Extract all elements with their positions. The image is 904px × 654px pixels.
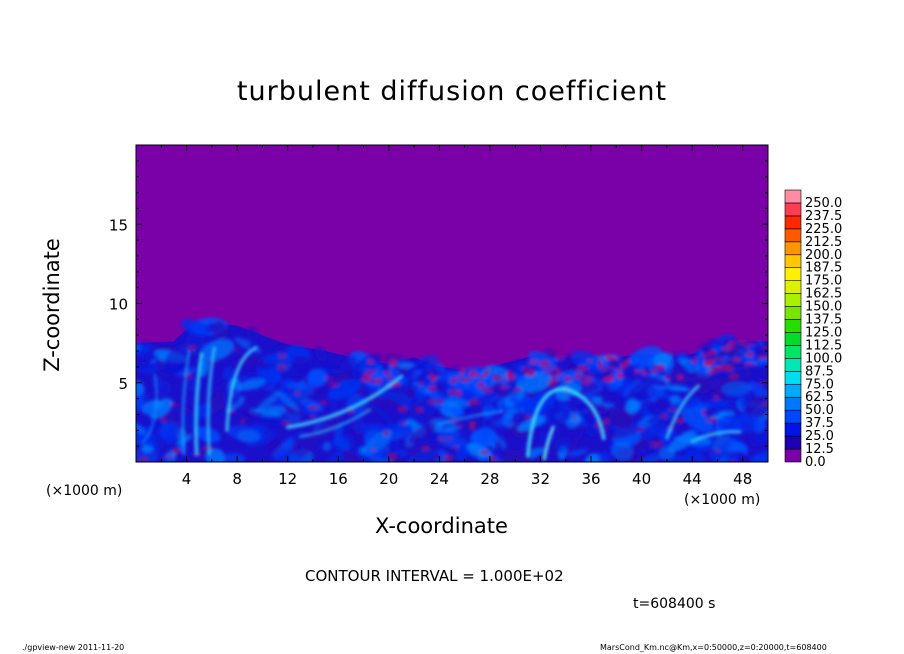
colorbar-swatch [784,241,802,256]
colorbar-label: 200.0 [805,248,842,263]
colorbar-label: 250.0 [805,196,842,211]
x-tick-label: 24 [430,470,449,488]
footer-program-date: ./gpview-new 2011-11-20 [22,643,125,652]
colorbar-swatch [784,422,802,437]
heatmap-field [136,317,768,462]
colorbar-swatch [784,448,802,463]
colorbar-swatch [784,189,802,204]
x-tick-label: 40 [632,470,651,488]
x-tick-label: 16 [329,470,348,488]
footer-source-file: MarsCond_Km.nc@Km,x=0:50000,z=0:20000,t=… [600,643,827,652]
colorbar-swatch [784,345,802,359]
colorbar-swatch [784,319,802,333]
x-tick-label: 48 [733,470,752,488]
colorbar-label: 162.5 [805,287,842,302]
colorbar-label: 100.0 [805,351,842,366]
colorbar-swatch [784,358,802,372]
colorbar-label: 25.0 [805,429,834,444]
colorbar-swatch [784,435,802,450]
time-stamp-text: t=608400 s [633,596,716,612]
colorbar-swatch [784,306,802,320]
x-tick-label: 28 [480,470,499,488]
colorbar-label: 87.5 [805,364,834,379]
colorbar-label: 175.0 [805,274,842,289]
colorbar-swatch [784,409,802,424]
chart-title: turbulent diffusion coefficient [236,76,668,107]
colorbar-swatch [784,383,802,398]
colorbar-swatch [784,202,802,217]
colorbar-swatch [784,280,802,294]
x-tick-label: 8 [232,470,242,488]
colorbar-swatch [784,371,802,385]
x-tick-label: 20 [379,470,398,488]
colorbar-label: 225.0 [805,222,842,237]
colorbar-label: 112.5 [805,338,842,353]
x-tick-label: 4 [182,470,192,488]
x-unit-label-right: (×1000 m) [684,492,761,508]
x-tick-label: 32 [531,470,550,488]
colorbar-swatch [784,332,802,346]
colorbar-swatch [784,254,802,269]
colorbar-label: 125.0 [805,325,842,340]
colorbar-label: 137.5 [805,313,842,328]
colorbar-label: 62.5 [805,390,834,405]
x-unit-label-left: (×1000 m) [46,483,123,499]
colorbar-label: 75.0 [805,377,834,392]
turbulence-texture [136,317,768,462]
colorbar-label: 187.5 [805,261,842,276]
y-tick-label: 15 [109,216,128,234]
contour-interval-text: CONTOUR INTERVAL = 1.000E+02 [305,567,564,585]
colorbar-label: 50.0 [805,403,834,418]
colorbar-swatch [784,215,802,230]
y-tick-label: 10 [109,296,128,314]
y-axis-label: Z-coordinate [40,238,64,372]
colorbar-label: 12.5 [805,442,834,457]
colorbar-swatch [784,396,802,411]
x-axis-label: X-coordinate [375,514,508,538]
colorbar-label: 237.5 [805,209,842,224]
x-tick-label: 36 [581,470,600,488]
colorbar-label: 37.5 [805,416,834,431]
colorbar: 0.012.525.037.550.062.575.087.5100.0112.… [784,189,842,470]
x-tick-label: 44 [683,470,702,488]
x-tick-label: 12 [278,470,297,488]
colorbar-label: 150.0 [805,300,842,315]
colorbar-label: 0.0 [805,455,826,470]
plume-streaks [141,346,742,461]
colorbar-swatch [784,293,802,307]
y-tick-label: 5 [118,375,128,393]
colorbar-swatch [784,228,802,243]
colorbar-swatch [784,267,802,281]
colorbar-label: 212.5 [805,235,842,250]
